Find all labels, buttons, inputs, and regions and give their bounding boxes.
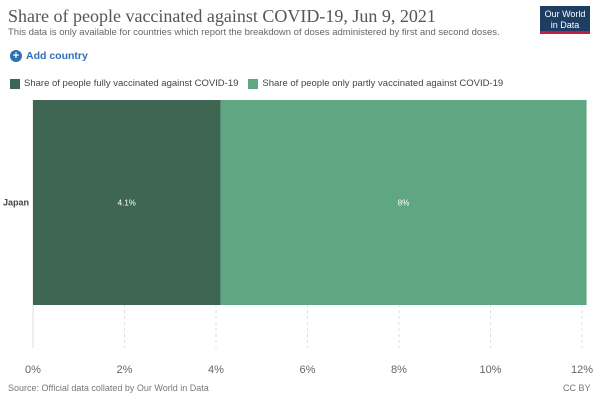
legend-label-partly: Share of people only partly vaccinated a… bbox=[262, 78, 504, 89]
source-note: Source: Official data collated by Our Wo… bbox=[8, 383, 209, 393]
add-country-button[interactable]: + Add country bbox=[10, 50, 88, 62]
legend-swatch-partly bbox=[248, 78, 259, 89]
x-tick-label: 6% bbox=[300, 364, 316, 376]
bar-data-label: 4.1% bbox=[118, 199, 136, 208]
x-tick-label: 8% bbox=[391, 364, 407, 376]
x-tick-label: 4% bbox=[208, 364, 224, 376]
legend: Share of people fully vaccinated against… bbox=[10, 78, 513, 89]
x-tick-label: 2% bbox=[117, 364, 133, 376]
x-tick-label: 0% bbox=[25, 364, 41, 376]
bar-fully-vaccinated bbox=[33, 100, 221, 305]
legend-item-partly[interactable]: Share of people only partly vaccinated a… bbox=[248, 78, 503, 89]
legend-label-fully: Share of people fully vaccinated against… bbox=[24, 78, 239, 89]
plus-circle-icon: + bbox=[10, 50, 22, 62]
bar-data-label: 8% bbox=[398, 199, 410, 208]
bar-partly-vaccinated bbox=[220, 100, 587, 305]
legend-item-fully[interactable]: Share of people fully vaccinated against… bbox=[10, 78, 238, 89]
logo-line-2: in Data bbox=[550, 20, 580, 30]
owid-logo[interactable]: Our World in Data bbox=[540, 6, 590, 34]
x-tick-label: 12% bbox=[571, 364, 593, 376]
chart-subtitle: This data is only available for countrie… bbox=[8, 27, 500, 38]
logo-line-1: Our World bbox=[544, 9, 586, 19]
category-label: Japan bbox=[3, 198, 29, 208]
x-tick-label: 10% bbox=[479, 364, 501, 376]
license-link[interactable]: CC BY bbox=[563, 383, 591, 393]
legend-swatch-fully bbox=[10, 78, 20, 89]
add-country-label: Add country bbox=[26, 50, 88, 62]
chart-title: Share of people vaccinated against COVID… bbox=[8, 6, 436, 26]
